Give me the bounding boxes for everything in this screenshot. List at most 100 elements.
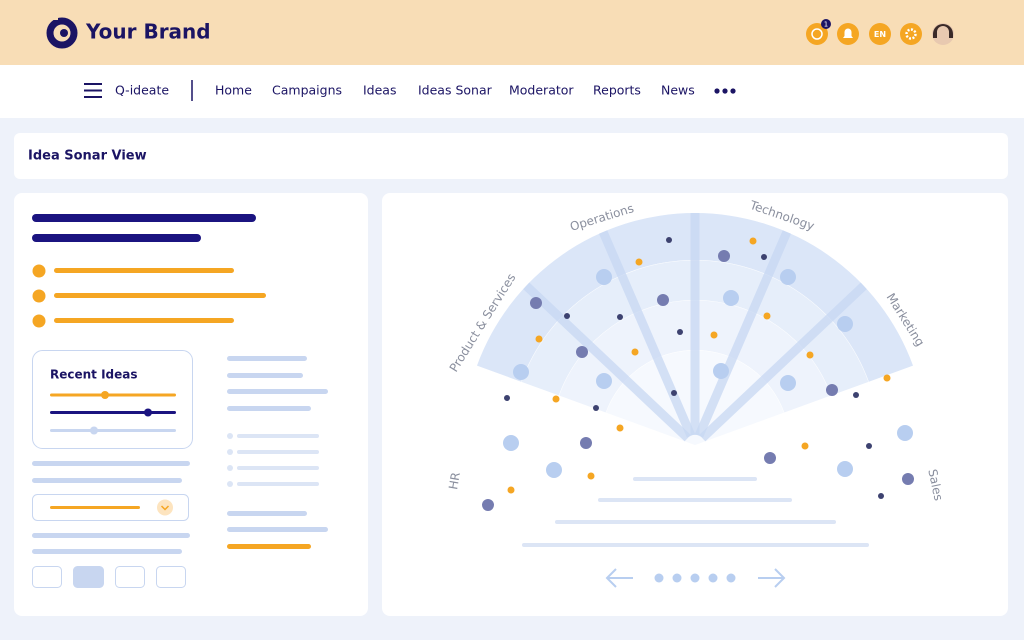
- nav-items: Home Campaigns Ideas Ideas Sonar Moderator Re…: [215, 83, 695, 98]
- sonar-spoke: [598, 230, 696, 438]
- idea-dot[interactable]: [657, 294, 669, 306]
- skeleton-bar: [32, 549, 182, 554]
- more-button[interactable]: [714, 88, 736, 94]
- page-dot[interactable]: [654, 573, 664, 583]
- more-dot: [714, 88, 720, 94]
- button[interactable]: [156, 566, 186, 588]
- idea-dot[interactable]: [780, 375, 796, 391]
- idea-dot[interactable]: [587, 472, 595, 480]
- idea-dot[interactable]: [617, 314, 623, 320]
- slider-thumb[interactable]: [144, 408, 152, 417]
- idea-dot[interactable]: [826, 384, 838, 396]
- prev-arrow[interactable]: [605, 568, 633, 588]
- idea-dot[interactable]: [897, 425, 913, 441]
- nav-link[interactable]: Reports: [593, 83, 641, 98]
- idea-dot[interactable]: [761, 254, 767, 260]
- page-dot[interactable]: [708, 573, 718, 583]
- page-dot[interactable]: [726, 573, 736, 583]
- slider-thumb[interactable]: [90, 426, 98, 435]
- page-dot[interactable]: [690, 573, 700, 583]
- idea-dot[interactable]: [801, 442, 809, 450]
- skeleton-bar: [227, 406, 311, 411]
- language: EN: [874, 30, 886, 39]
- language-button[interactable]: EN: [869, 23, 891, 45]
- skeleton-bar: [32, 234, 201, 242]
- recent-ideas-title: Recent Ideas: [50, 368, 138, 382]
- brand-name: Your Brand: [85, 20, 211, 44]
- idea-dot[interactable]: [710, 331, 718, 339]
- idea-dot[interactable]: [564, 313, 570, 319]
- skeleton-bar: [32, 461, 190, 466]
- sonar-ring: [521, 260, 869, 396]
- idea-dot[interactable]: [513, 364, 529, 380]
- nav-link[interactable]: Campaigns: [272, 83, 342, 98]
- more-dot: [722, 88, 728, 94]
- slider-thumb[interactable]: [101, 391, 109, 399]
- sonar-spoke: [699, 282, 867, 442]
- idea-dot[interactable]: [763, 312, 771, 320]
- idea-dot[interactable]: [576, 346, 588, 358]
- idea-dot[interactable]: [749, 237, 757, 245]
- icon: [811, 28, 823, 40]
- idea-dot[interactable]: [593, 405, 599, 411]
- logo-cut: [48, 14, 58, 20]
- skeleton-bar: [54, 293, 266, 298]
- idea-dot[interactable]: [723, 290, 739, 306]
- idea-dot[interactable]: [552, 395, 560, 403]
- idea-dot[interactable]: [866, 443, 872, 449]
- idea-dot[interactable]: [546, 462, 562, 478]
- idea-dot[interactable]: [504, 395, 510, 401]
- skeleton-bar: [32, 533, 190, 538]
- idea-dot[interactable]: [878, 493, 884, 499]
- tasks-button[interactable]: 1: [806, 19, 831, 45]
- idea-dot[interactable]: [902, 473, 914, 485]
- idea-dot[interactable]: [764, 452, 776, 464]
- idea-dot[interactable]: [718, 250, 730, 262]
- idea-dot[interactable]: [806, 351, 814, 359]
- idea-dot[interactable]: [713, 363, 729, 379]
- button[interactable]: [115, 566, 145, 588]
- idea-dot[interactable]: [780, 269, 796, 285]
- nav-link[interactable]: News: [661, 83, 695, 98]
- idea-dot[interactable]: [631, 348, 639, 356]
- idea-dot[interactable]: [853, 392, 859, 398]
- idea-dot[interactable]: [596, 269, 612, 285]
- idea-dot[interactable]: [507, 486, 515, 494]
- idea-dot[interactable]: [530, 297, 542, 309]
- idea-dot[interactable]: [503, 435, 519, 451]
- idea-dot[interactable]: [671, 390, 677, 396]
- idea-dot[interactable]: [883, 374, 891, 382]
- page-dot[interactable]: [672, 573, 682, 583]
- skeleton-bar: [54, 268, 234, 273]
- nav-link[interactable]: Home: [215, 83, 252, 98]
- avatar[interactable]: [932, 23, 954, 45]
- nav-link[interactable]: Ideas Sonar: [418, 83, 493, 98]
- button[interactable]: [73, 566, 104, 588]
- idea-dot[interactable]: [837, 461, 853, 477]
- idea-dot[interactable]: [482, 499, 494, 511]
- badge: [821, 19, 831, 29]
- idea-dot[interactable]: [666, 237, 672, 243]
- idea-dot[interactable]: [616, 424, 624, 432]
- nav-link[interactable]: Moderator: [509, 83, 574, 98]
- idea-dot[interactable]: [837, 316, 853, 332]
- sector-label[interactable]: Sales: [925, 468, 945, 502]
- idea-dot[interactable]: [580, 437, 592, 449]
- idea-dot[interactable]: [535, 335, 543, 343]
- idea-dot[interactable]: [677, 329, 683, 335]
- idea-dot[interactable]: [635, 258, 643, 266]
- idea-dot[interactable]: [596, 373, 612, 389]
- bullet: [32, 314, 46, 328]
- notifications-button[interactable]: [837, 23, 859, 45]
- next-arrow[interactable]: [758, 568, 786, 588]
- badge-count: 1: [824, 21, 828, 29]
- settings-button[interactable]: [900, 23, 922, 45]
- logo[interactable]: [46, 14, 78, 49]
- nav-link[interactable]: Ideas: [363, 83, 396, 98]
- button[interactable]: [32, 566, 62, 588]
- dropdown-arrow: [160, 505, 170, 511]
- avatar-hair: [933, 24, 953, 38]
- menu-button[interactable]: [84, 83, 102, 98]
- sector-label[interactable]: HR: [446, 471, 463, 491]
